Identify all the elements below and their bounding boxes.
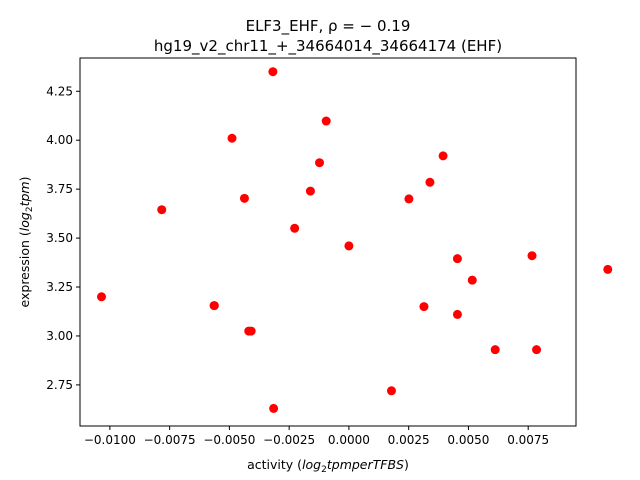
data-point xyxy=(268,67,278,77)
x-tick-label: 0.0025 xyxy=(388,433,430,447)
data-point xyxy=(452,309,462,319)
data-points xyxy=(97,67,613,413)
data-point xyxy=(239,193,249,203)
data-point xyxy=(315,158,325,168)
x-tick-label: 0.0075 xyxy=(507,433,549,447)
x-axis-label-prefix: activity ( xyxy=(247,457,302,472)
data-point xyxy=(157,205,167,215)
x-tick-label: −0.0100 xyxy=(84,433,136,447)
x-axis-ticks: −0.0100 −0.0075 −0.0050 −0.0025 0.0000 0.0025… xyxy=(84,426,549,447)
x-tick-label: −0.0025 xyxy=(263,433,315,447)
data-point xyxy=(419,302,429,312)
chart-title-line1: ELF3_EHF, ρ = − 0.19 xyxy=(246,17,411,36)
y-axis-label-math: log xyxy=(17,212,32,231)
data-point xyxy=(438,151,448,161)
data-point xyxy=(532,345,542,355)
data-point xyxy=(321,116,331,126)
data-point xyxy=(386,386,396,396)
data-point xyxy=(425,177,435,187)
data-point xyxy=(269,403,279,413)
x-axis-label-suffix: ) xyxy=(404,457,409,472)
y-tick-label: 4.00 xyxy=(46,133,73,147)
x-tick-label: 0.0050 xyxy=(447,433,489,447)
x-tick-label: 0.0000 xyxy=(328,433,370,447)
data-point xyxy=(490,345,500,355)
plot-area-frame xyxy=(79,57,577,427)
y-axis-ticks: 2.75 3.00 3.25 3.50 3.75 4.00 4.25 xyxy=(46,84,80,392)
y-tick-label: 3.75 xyxy=(46,182,73,196)
data-point xyxy=(467,275,477,285)
data-point xyxy=(97,292,107,302)
data-point xyxy=(305,186,315,196)
data-point xyxy=(227,133,237,143)
x-axis-label-math-rest: tpmperTFBS xyxy=(327,457,404,472)
y-axis-label-math-rest: tpm xyxy=(17,181,32,206)
y-axis-label-suffix: ) xyxy=(17,177,32,182)
data-point xyxy=(452,254,462,264)
data-point xyxy=(404,194,414,204)
y-tick-label: 2.75 xyxy=(46,378,73,392)
x-axis-label-subscript: 2 xyxy=(321,465,327,475)
y-axis-label-subscript: 2 xyxy=(25,206,35,212)
data-point xyxy=(527,251,537,261)
chart-title-line2: hg19_v2_chr11_+_34664014_34664174 (EHF) xyxy=(154,37,502,56)
data-point xyxy=(603,264,613,274)
x-axis-label-math: log xyxy=(302,457,321,472)
x-axis-label: activity (log2tpmperTFBS) xyxy=(247,457,409,475)
x-tick-label: −0.0075 xyxy=(144,433,196,447)
y-axis-label: expression (log2tpm) xyxy=(17,177,35,308)
x-tick-label: −0.0050 xyxy=(203,433,255,447)
data-point xyxy=(290,223,300,233)
y-axis-label-prefix: expression ( xyxy=(17,231,32,307)
data-point xyxy=(246,326,256,336)
y-tick-label: 3.50 xyxy=(46,231,73,245)
data-point xyxy=(344,241,354,251)
y-tick-label: 4.25 xyxy=(46,84,73,98)
y-tick-label: 3.00 xyxy=(46,329,73,343)
data-point xyxy=(209,301,219,311)
y-tick-label: 3.25 xyxy=(46,280,73,294)
